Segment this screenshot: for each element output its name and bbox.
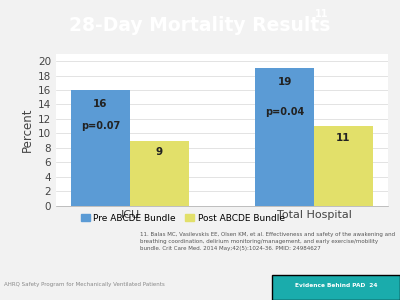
FancyBboxPatch shape — [272, 274, 400, 300]
Legend: Pre ABCDE Bundle, Post ABCDE Bundle: Pre ABCDE Bundle, Post ABCDE Bundle — [77, 210, 288, 226]
Text: 11. Balas MC, Vasilevskis EE, Olsen KM, et al. Effectiveness and safety of the a: 11. Balas MC, Vasilevskis EE, Olsen KM, … — [140, 232, 395, 251]
Bar — [314, 126, 373, 206]
Text: p=0.07: p=0.07 — [81, 121, 120, 131]
Bar — [71, 90, 130, 206]
Bar — [130, 141, 189, 206]
Text: AHRQ Safety Program for Mechanically Ventilated Patients: AHRQ Safety Program for Mechanically Ven… — [4, 282, 165, 287]
Text: 11: 11 — [336, 133, 351, 142]
Text: Evidence Behind PAD  24: Evidence Behind PAD 24 — [295, 284, 377, 289]
Text: 16: 16 — [93, 99, 108, 109]
Text: 19: 19 — [277, 77, 292, 87]
Text: 9: 9 — [156, 147, 163, 157]
Text: p=0.04: p=0.04 — [265, 107, 304, 117]
Bar — [255, 68, 314, 206]
Text: 28-Day Mortality Results: 28-Day Mortality Results — [69, 16, 331, 35]
Text: 11: 11 — [315, 9, 328, 19]
Y-axis label: Percent: Percent — [21, 107, 34, 152]
